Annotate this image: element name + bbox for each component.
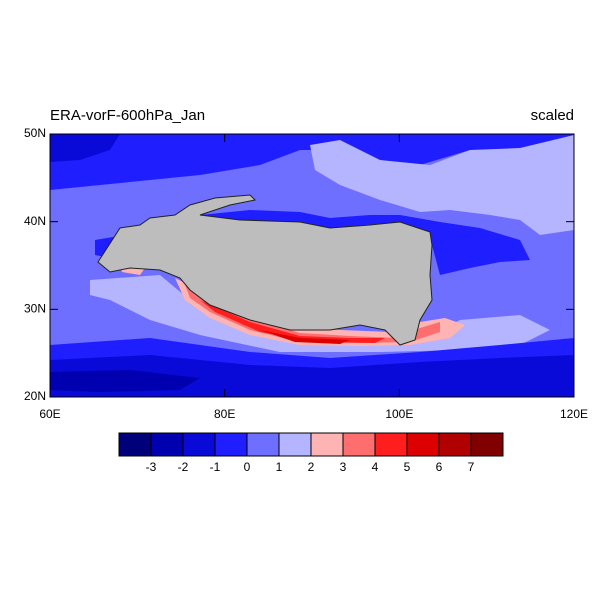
colorbar-box [310,432,344,457]
colorbar-box [438,432,472,457]
colorbar-label: 1 [276,460,283,474]
colorbar-box [470,432,504,457]
field-region [175,278,465,346]
y-tick-label: 50N [24,126,46,140]
colorbar-label: 2 [308,460,315,474]
colorbar-box [182,432,216,457]
colorbar-label: -1 [210,460,221,474]
field-region [50,134,574,190]
plateau-mask [97,194,433,346]
chart-title: ERA-vorF-600hPa_Jan [50,107,205,124]
colorbar-box [118,432,152,457]
plot-frame [49,133,575,398]
field-region [260,330,350,344]
colorbar-box [150,432,184,457]
colorbar-label: 7 [468,460,475,474]
colorbar-label: 5 [404,460,411,474]
field-region [50,134,120,162]
colorbar-box [214,432,248,457]
colorbar-label: 0 [244,460,251,474]
colorbar-label: 4 [372,460,379,474]
colorbar-box [342,432,376,457]
colorbar-label: -2 [178,460,189,474]
x-tick-label: 120E [560,407,588,421]
field-region [200,300,385,343]
colorbar-label: -3 [146,460,157,474]
colorbar-box [406,432,440,457]
x-tick-label: 100E [385,407,413,421]
y-tick-label: 40N [24,214,46,228]
chart-subtitle: scaled [531,107,574,124]
colorbar-box [374,432,408,457]
colorbar-label: 6 [436,460,443,474]
x-tick-label: 60E [39,407,60,421]
y-tick-label: 20N [24,389,46,403]
y-tick-label: 30N [24,302,46,316]
field-region [185,285,440,343]
colorbar-box [246,432,280,457]
map-field [50,134,574,397]
field-region [310,135,574,235]
colorbar-label: 3 [340,460,347,474]
field-region [200,210,530,275]
colorbar-box [278,432,312,457]
field-region [50,370,200,392]
x-tick-label: 80E [214,407,235,421]
